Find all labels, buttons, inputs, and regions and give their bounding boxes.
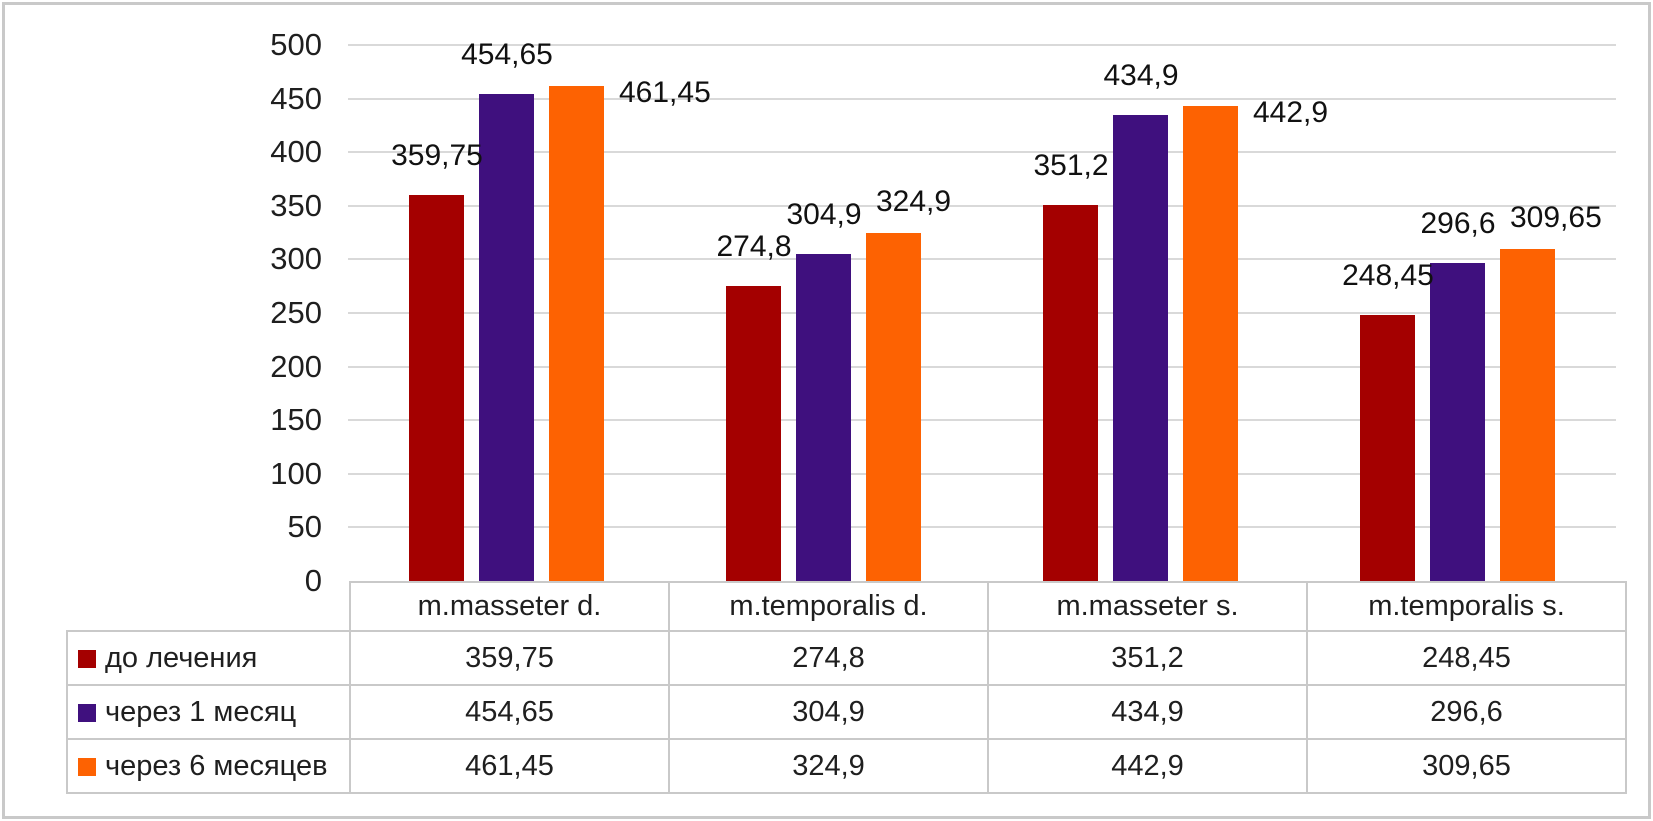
category-header: m.temporalis d.	[668, 581, 989, 632]
bar-data-label: 248,45	[1342, 259, 1434, 292]
gridline	[348, 44, 1616, 46]
chart-data-table: m.masseter d. m.temporalis d. m.masseter s…	[66, 581, 1627, 794]
table-corner-empty	[67, 582, 350, 631]
table-value-cell: 324,9	[668, 738, 989, 794]
bar-data-label: 304,9	[786, 198, 862, 231]
gridline	[348, 151, 1616, 153]
gridline	[348, 419, 1616, 421]
y-axis-tick-label: 100	[270, 456, 322, 491]
gridline	[348, 258, 1616, 260]
table-value-cell: 309,65	[1306, 738, 1627, 794]
legend-cell: через 6 месяцев	[66, 738, 351, 794]
y-axis-tick-label: 150	[270, 402, 322, 437]
gridline	[348, 526, 1616, 528]
legend-cell: до лечения	[66, 630, 351, 686]
y-axis-tick-label: 300	[270, 241, 322, 276]
bar-до лечения-m.masseter d.	[409, 195, 464, 581]
y-axis-tick-label: 450	[270, 81, 322, 116]
bar-data-label: 324,9	[876, 185, 952, 218]
category-header: m.temporalis s.	[1306, 581, 1627, 632]
bar-data-label: 359,75	[391, 139, 483, 172]
legend-series-name: через 1 месяц	[105, 695, 297, 728]
legend-swatch-icon	[78, 757, 96, 776]
bar-через 1 месяц-m.masseter s.	[1113, 115, 1168, 581]
y-axis-tick-label: 200	[270, 349, 322, 384]
bar-data-label: 351,2	[1033, 149, 1109, 182]
table-value-cell: 351,2	[987, 630, 1308, 686]
legend-series-name: до лечения	[105, 641, 258, 674]
table-value-cell: 454,65	[349, 684, 670, 740]
gridline	[348, 312, 1616, 314]
bar-через 6 месяцев-m.temporalis s.	[1500, 249, 1555, 581]
gridline	[348, 98, 1616, 100]
table-value-cell: 461,45	[349, 738, 670, 794]
bar-data-label: 296,6	[1420, 207, 1496, 240]
table-value-cell: 434,9	[987, 684, 1308, 740]
bar-через 6 месяцев-m.masseter d.	[549, 86, 604, 581]
category-header: m.masseter d.	[349, 581, 670, 632]
bar-через 1 месяц-m.temporalis s.	[1430, 263, 1485, 581]
y-axis-tick-label: 0	[304, 563, 322, 598]
y-axis-tick-label: 250	[270, 295, 322, 330]
y-axis-tick-label: 50	[287, 509, 322, 544]
table-value-cell: 359,75	[349, 630, 670, 686]
bar-через 6 месяцев-m.temporalis d.	[866, 233, 921, 581]
bar-data-label: 442,9	[1253, 96, 1329, 129]
legend-cell: через 1 месяц	[66, 684, 351, 740]
legend-swatch-icon	[78, 703, 96, 722]
bar-через 6 месяцев-m.masseter s.	[1183, 106, 1238, 581]
bar-через 1 месяц-m.temporalis d.	[796, 254, 851, 581]
y-axis-tick-label: 500	[270, 27, 322, 62]
y-axis-tick-label: 400	[270, 134, 322, 169]
bar-data-label: 434,9	[1103, 59, 1179, 92]
bar-data-label: 274,8	[716, 230, 792, 263]
table-value-cell: 304,9	[668, 684, 989, 740]
table-value-cell: 442,9	[987, 738, 1308, 794]
legend-swatch-icon	[78, 649, 96, 668]
bar-до лечения-m.temporalis d.	[726, 286, 781, 581]
bar-до лечения-m.masseter s.	[1043, 205, 1098, 581]
gridline	[348, 366, 1616, 368]
bar-data-label: 309,65	[1510, 201, 1602, 234]
y-axis-tick-label: 350	[270, 188, 322, 223]
category-header: m.masseter s.	[987, 581, 1308, 632]
table-value-cell: 248,45	[1306, 630, 1627, 686]
legend-series-name: через 6 месяцев	[105, 749, 328, 782]
gridline	[348, 473, 1616, 475]
bar-через 1 месяц-m.masseter d.	[479, 94, 534, 581]
gridline	[348, 205, 1616, 207]
table-value-cell: 274,8	[668, 630, 989, 686]
bar-data-label: 454,65	[461, 38, 553, 71]
table-value-cell: 296,6	[1306, 684, 1627, 740]
bar-data-label: 461,45	[619, 76, 711, 109]
bar-до лечения-m.temporalis s.	[1360, 315, 1415, 581]
